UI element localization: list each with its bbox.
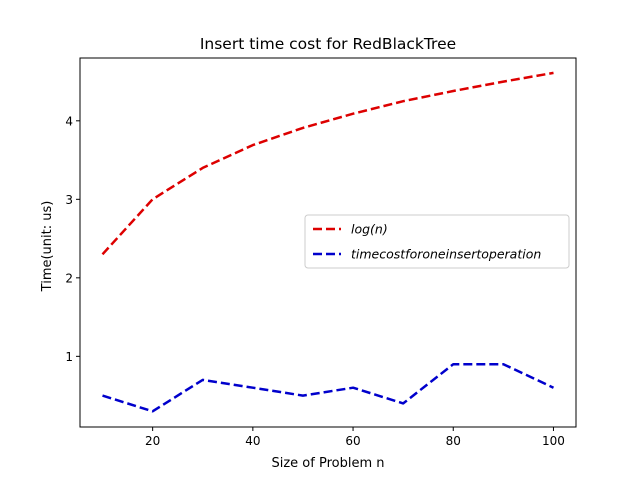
legend: log(n) timecostforoneinsertoperation (304, 214, 570, 269)
x-tick-label-100: 100 (542, 434, 565, 448)
plot-area: 20 40 60 80 100 1 2 3 4 (65, 57, 577, 448)
y-axis-label: Time(unit: us) (40, 201, 55, 293)
x-tick-label-80: 80 (446, 434, 461, 448)
x-axis-label: Size of Problem n (271, 456, 384, 471)
y-tick-label-3: 3 (65, 193, 73, 207)
legend-label-2: timecostforoneinsertoperation (351, 247, 541, 262)
y-tick-label-2: 2 (65, 271, 73, 285)
legend-label-1: log(n) (351, 222, 388, 237)
x-tick-label-40: 40 (245, 434, 260, 448)
x-tick-label-60: 60 (345, 434, 360, 448)
legend-box (304, 214, 570, 269)
chart-title: Insert time cost for RedBlackTree (200, 35, 456, 53)
y-tick-label-1: 1 (65, 350, 73, 364)
axes-frame (79, 57, 577, 428)
series-line-1 (101, 71, 554, 256)
x-tick-label-20: 20 (145, 434, 160, 448)
series-line-2 (102, 362, 555, 413)
y-tick-label-4: 4 (65, 114, 73, 128)
